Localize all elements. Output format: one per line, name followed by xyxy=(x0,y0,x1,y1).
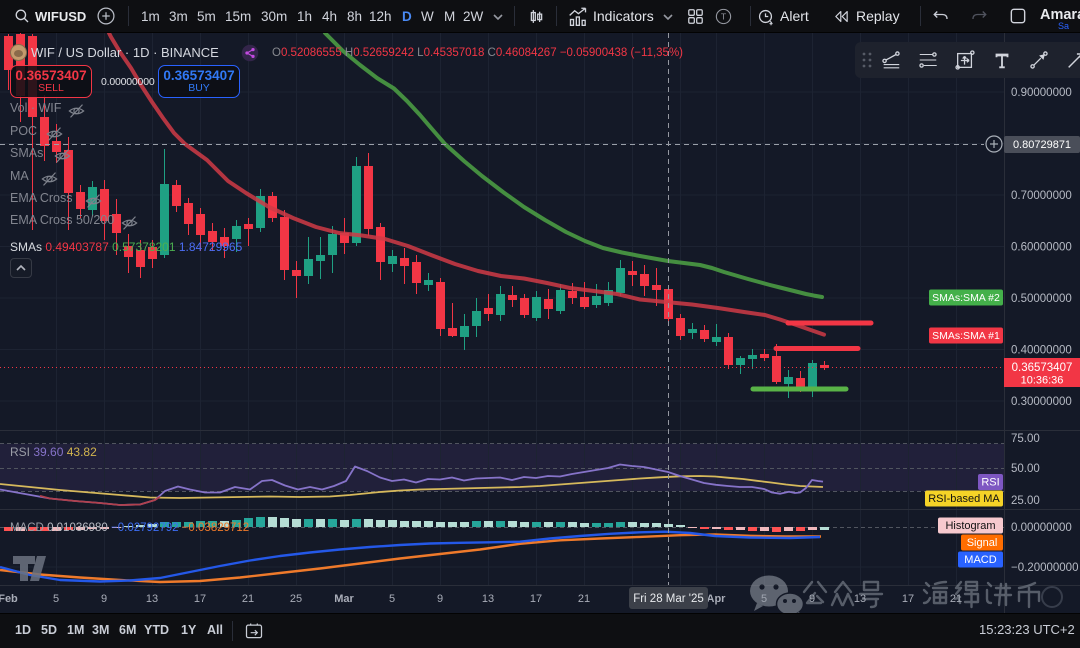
svg-text:0.36573407: 0.36573407 xyxy=(1012,362,1073,374)
svg-text:9: 9 xyxy=(809,593,815,605)
svg-text:−0.20000000: −0.20000000 xyxy=(1011,562,1078,574)
svg-text:17: 17 xyxy=(194,593,206,605)
svg-text:0.60000000: 0.60000000 xyxy=(1011,242,1072,254)
svg-text:9: 9 xyxy=(101,593,107,605)
svg-text:Apr: Apr xyxy=(707,593,727,605)
svg-text:25: 25 xyxy=(290,593,302,605)
svg-text:0.80729871: 0.80729871 xyxy=(1013,139,1071,151)
svg-text:Feb: Feb xyxy=(0,593,18,605)
svg-text:5: 5 xyxy=(389,593,395,605)
svg-text:0.70000000: 0.70000000 xyxy=(1011,190,1072,202)
svg-text:5: 5 xyxy=(53,593,59,605)
svg-text:13: 13 xyxy=(482,593,494,605)
svg-text:0.40000000: 0.40000000 xyxy=(1011,345,1072,357)
svg-text:17: 17 xyxy=(902,593,914,605)
svg-text:13: 13 xyxy=(146,593,158,605)
svg-text:RSI: RSI xyxy=(981,477,999,489)
svg-text:13: 13 xyxy=(854,593,866,605)
svg-text:50.00: 50.00 xyxy=(1011,463,1040,475)
svg-text:SMAs:SMA #1: SMAs:SMA #1 xyxy=(932,330,1000,342)
svg-text:75.00: 75.00 xyxy=(1011,433,1040,445)
svg-text:21: 21 xyxy=(578,593,590,605)
svg-text:9: 9 xyxy=(437,593,443,605)
svg-text:MACD: MACD xyxy=(964,554,996,566)
svg-text:0.00000000: 0.00000000 xyxy=(1011,522,1072,534)
svg-text:SMAs:SMA #2: SMAs:SMA #2 xyxy=(932,292,1000,304)
svg-text:0.90000000: 0.90000000 xyxy=(1011,87,1072,99)
svg-text:25.00: 25.00 xyxy=(1011,495,1040,507)
svg-text:21: 21 xyxy=(242,593,254,605)
svg-text:10:36:36: 10:36:36 xyxy=(1021,375,1064,387)
svg-text:Signal: Signal xyxy=(967,537,998,549)
svg-text:17: 17 xyxy=(530,593,542,605)
svg-text:T: T xyxy=(721,12,727,22)
svg-text:0.50000000: 0.50000000 xyxy=(1011,293,1072,305)
svg-text:MACD 0.01036980 −0.02792792 −0: MACD 0.01036980 −0.02792792 −0.03829712 xyxy=(10,522,249,534)
svg-text:Mar: Mar xyxy=(334,593,354,605)
svg-text:0.30000000: 0.30000000 xyxy=(1011,396,1072,408)
svg-text:RSI 39.60 43.82: RSI 39.60 43.82 xyxy=(10,445,97,459)
svg-text:Fri 28 Mar '25: Fri 28 Mar '25 xyxy=(633,593,704,605)
svg-text:Histogram: Histogram xyxy=(945,520,995,532)
svg-text:RSI-based MA: RSI-based MA xyxy=(928,493,1000,505)
